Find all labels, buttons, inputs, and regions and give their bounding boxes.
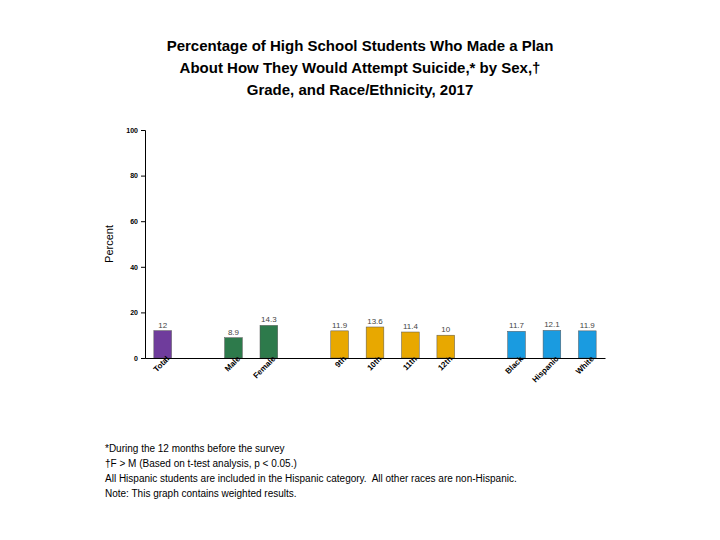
x-tick-label: Black (504, 354, 526, 376)
y-tick-mark (141, 267, 145, 268)
bar (331, 331, 349, 358)
y-tick-label: 20 (130, 309, 138, 316)
title: About How They Would Attempt Suicide,* b… (180, 59, 541, 76)
x-tick: White (574, 354, 596, 376)
x-axis: Total Male Female 9th 10th 11th 12th BlackHispa… (146, 354, 606, 384)
y-tick-mark (141, 130, 145, 131)
x-tick: Total (152, 354, 171, 373)
data-labels: 12 8.9 14.3 11.9 13.6 11.4 10 11.7 12.1 11.9 (158, 315, 595, 336)
x-tick: Male (223, 354, 242, 373)
y-tick-label: 0 (134, 355, 138, 362)
y-tick-mark (141, 221, 145, 222)
bar (154, 331, 172, 358)
chart: Percentage of High School Students Who M… (0, 0, 720, 540)
title: Grade, and Race/Ethnicity, 2017 (247, 81, 473, 98)
x-tick: 11th (401, 354, 419, 372)
y-tick-mark (141, 176, 145, 177)
y-tick-label: 100 (126, 127, 138, 134)
x-tick-label: 11th (401, 354, 419, 372)
x-tick-label: Female (251, 354, 277, 380)
x-tick-label: Hispanic (530, 354, 560, 384)
note: All Hispanic students are included in th… (105, 473, 517, 484)
bar (437, 335, 455, 358)
y-tick: 0 (134, 355, 145, 362)
data-label: 11.7 (509, 321, 525, 330)
title: Percentage of High School Students Who M… (167, 37, 554, 54)
bar (402, 332, 420, 358)
note: *During the 12 months before the survey (105, 443, 285, 454)
x-tick-label: Male (223, 354, 242, 373)
y-tick-mark (141, 312, 145, 313)
y-tick-label: 80 (130, 172, 138, 179)
data-label: 8.9 (228, 328, 240, 337)
y-tick: 80 (130, 172, 145, 179)
y-tick-label: 60 (130, 218, 138, 225)
bar (225, 338, 243, 358)
x-tick: 12th (436, 354, 454, 372)
data-label: 12 (158, 321, 167, 330)
bars (154, 325, 596, 358)
data-label: 11.4 (403, 322, 419, 331)
notes: *During the 12 months before the survey †… (105, 443, 517, 499)
x-tick-label: 9th (333, 354, 348, 369)
data-label: 11.9 (332, 321, 348, 330)
bar (543, 330, 561, 358)
x-tick-label: 10th (365, 354, 383, 372)
data-label: 13.6 (367, 317, 383, 326)
bar (578, 331, 596, 358)
data-label: 11.9 (580, 321, 596, 330)
y-tick: 20 (130, 309, 145, 316)
y-axis: 0 20 40 60 80 100 (126, 127, 145, 362)
y-tick: 40 (130, 264, 145, 271)
note: Note: This graph contains weighted resul… (105, 488, 297, 499)
data-label: 12.1 (544, 320, 560, 329)
y-tick-label: 40 (130, 264, 138, 271)
x-tick-label: 12th (436, 354, 454, 372)
x-tick-label: Total (152, 354, 171, 373)
y-axis-line (141, 131, 146, 359)
x-tick-label: White (574, 354, 596, 376)
x-tick: Female (251, 354, 277, 380)
x-tick: 9th (333, 354, 348, 369)
data-label: 14.3 (261, 315, 277, 324)
x-tick: 10th (365, 354, 383, 372)
x-tick: Black (504, 354, 526, 376)
y-axis-title: Percent (103, 225, 115, 263)
data-label: 10 (441, 325, 450, 334)
y-tick: 60 (130, 218, 145, 225)
title-group: Percentage of High School Students Who M… (167, 37, 554, 98)
bar (260, 325, 278, 358)
bar (366, 327, 384, 358)
y-tick-mark (141, 358, 145, 359)
y-tick: 100 (126, 127, 145, 134)
note: †F > M (Based on t-test analysis, p < 0.… (105, 458, 297, 469)
bar (508, 331, 526, 358)
x-tick: Hispanic (530, 354, 560, 384)
